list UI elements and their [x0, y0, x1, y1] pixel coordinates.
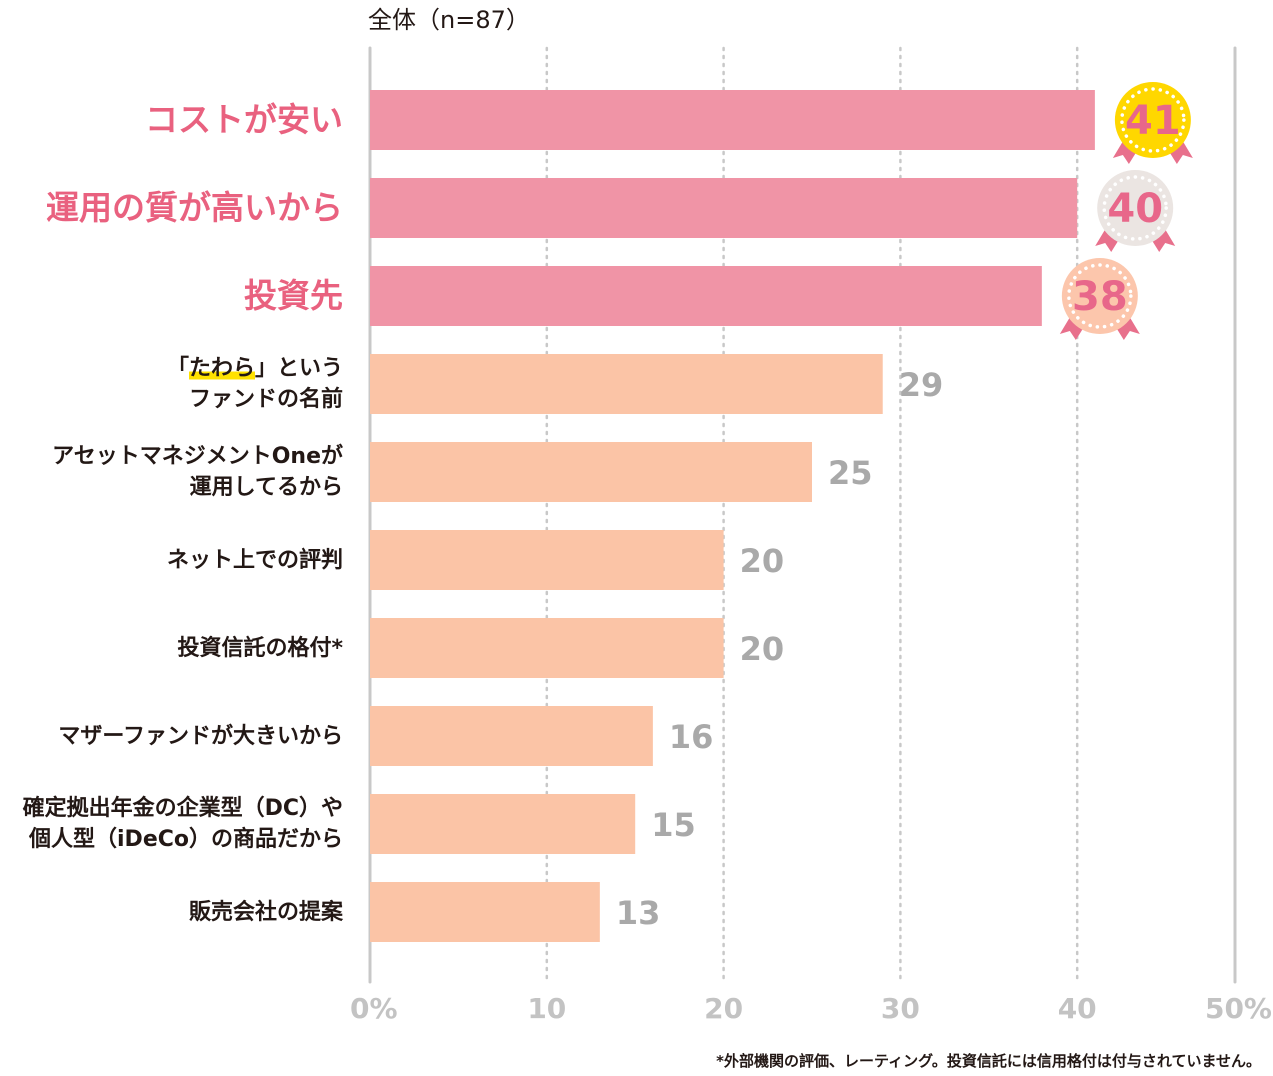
category-label-line: 確定拠出年金の企業型（DC）や	[22, 796, 343, 821]
bar	[370, 90, 1095, 150]
category-label-line: 投資信託の格付*	[177, 635, 343, 661]
bar	[370, 882, 600, 942]
category-label-line: マザーファンドが大きいから	[58, 723, 343, 749]
medal-icon	[1114, 82, 1191, 158]
category-label-line: 個人型（iDeCo）の商品だから	[29, 827, 343, 852]
x-tick-label: 30	[881, 992, 920, 1025]
medal-dots	[1120, 87, 1186, 153]
x-tick-label: 40	[1058, 992, 1097, 1025]
footnote: *外部機関の評価、レーティング。投資信託には信用格付は付与されていません。	[716, 1052, 1261, 1070]
category-label-line: アセットマネジメントOneが	[52, 444, 343, 469]
category-label: マザーファンドが大きいから	[58, 721, 343, 752]
medal-dots	[1102, 175, 1168, 241]
x-tick-label: 20	[704, 992, 743, 1025]
category-label-line: ファンドの名前	[188, 387, 343, 412]
category-label: 販売会社の提案	[189, 897, 343, 928]
category-label: 運用の質が高いから	[46, 188, 343, 228]
data-label: 41	[1125, 98, 1181, 144]
bar	[370, 618, 724, 678]
medal-dots	[1067, 263, 1133, 329]
category-label: 「たわら」というファンドの名前	[167, 353, 343, 415]
x-tick-label: 10	[527, 992, 566, 1025]
chart-title: 全体（n=87）	[368, 6, 530, 34]
category-label: 確定拠出年金の企業型（DC）や個人型（iDeCo）の商品だから	[23, 793, 343, 855]
data-label: 20	[740, 542, 785, 580]
data-label: 25	[828, 454, 873, 492]
category-label: アセットマネジメントOneが運用してるから	[52, 441, 343, 503]
data-label: 16	[669, 718, 714, 756]
data-label: 29	[899, 366, 944, 404]
category-label: 投資信託の格付*	[177, 633, 343, 664]
category-label-line: 運用してるから	[189, 475, 343, 500]
x-tick-label: 0%	[350, 992, 398, 1025]
medal-icon	[1097, 170, 1174, 246]
data-label: 20	[740, 630, 785, 668]
category-label-line: 販売会社の提案	[188, 899, 343, 925]
x-tick-label: 50%	[1205, 992, 1272, 1025]
category-label: 投資先	[244, 276, 343, 316]
category-label-line: 「たわら」という	[166, 356, 343, 381]
category-label: ネット上での評判	[167, 545, 343, 576]
category-label-line: 投資先	[244, 276, 343, 315]
data-label: 38	[1072, 274, 1128, 320]
bar	[370, 794, 636, 854]
data-label: 15	[651, 806, 696, 844]
bar	[370, 530, 724, 590]
bar	[370, 354, 883, 414]
highlight-marker: たわら	[188, 356, 255, 381]
bar	[370, 178, 1078, 238]
category-label-line: ネット上での評判	[166, 547, 343, 573]
category-label-line: 運用の質が高いから	[46, 188, 343, 227]
bar	[370, 442, 812, 502]
category-label: コストが安い	[145, 100, 343, 140]
data-label: 13	[616, 894, 661, 932]
category-label-line: コストが安い	[145, 100, 343, 139]
medal-icon	[1061, 258, 1138, 334]
bar	[370, 266, 1042, 326]
bar	[370, 706, 653, 766]
data-label: 40	[1107, 186, 1163, 232]
